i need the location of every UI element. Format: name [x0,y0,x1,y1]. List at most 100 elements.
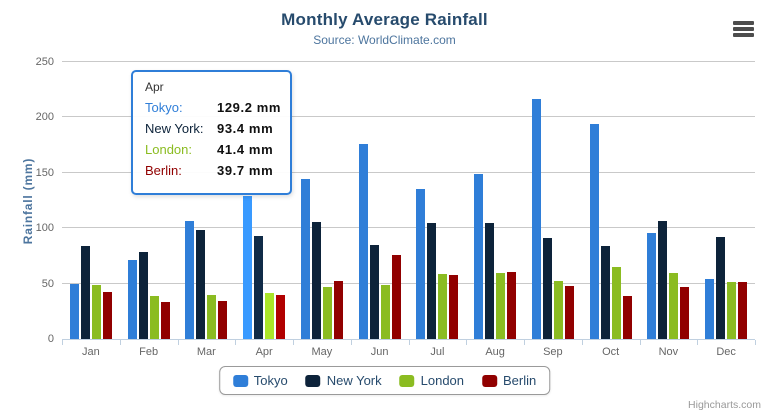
bar-london[interactable] [727,282,737,339]
bar-new-york[interactable] [311,221,321,339]
legend-swatch-icon [482,374,498,387]
legend-label: New York [326,373,382,388]
bar-group-jul[interactable] [409,62,467,339]
bar-group-mar[interactable] [178,62,236,339]
x-tick-label: Nov [658,346,679,358]
bar-berlin[interactable] [391,255,401,339]
bar-group-jun[interactable] [351,62,409,339]
bar-tokyo[interactable] [300,179,310,339]
y-tick-label: 100 [35,222,54,235]
bar-group-feb[interactable] [120,62,178,339]
bar-london[interactable] [438,273,448,339]
bar-tokyo[interactable] [127,259,137,339]
bar-berlin[interactable] [102,292,112,339]
bar-london[interactable] [380,285,390,339]
bar-berlin[interactable] [160,302,170,339]
plot-area: 0 50 100 150 200 250 [36,56,756,345]
bar-tokyo[interactable] [416,188,426,339]
bar-tokyo[interactable] [647,233,657,339]
x-tick-label: Apr [255,346,273,358]
bar-tokyo[interactable] [69,283,79,339]
bar-new-york[interactable] [138,251,148,339]
legend-item-new-york[interactable]: New York [305,373,382,388]
bar-tokyo[interactable] [358,144,368,339]
bar-berlin[interactable] [276,295,286,339]
bar-berlin[interactable] [507,272,517,339]
bar-new-york[interactable] [716,236,726,339]
bar-berlin[interactable] [738,282,748,339]
bar-london[interactable] [207,295,217,339]
bar-new-york[interactable] [542,237,552,339]
bar-tokyo[interactable] [531,99,541,339]
x-tick-label: Dec [716,346,736,358]
bar-group-nov[interactable] [640,62,698,339]
x-tick-label: Jun [370,346,389,358]
x-tick-label: Aug [485,346,505,358]
legend-item-tokyo[interactable]: Tokyo [232,373,288,388]
x-tick-label: Feb [139,346,159,358]
bar-berlin[interactable] [218,300,228,339]
gridline [62,61,755,62]
gridline [62,116,755,118]
x-axis-tick [293,340,294,345]
bar-london[interactable] [149,296,159,339]
x-axis-labels: Jan Feb Mar Apr May Jun Jul Aug Sep Oct Nov Dec [62,346,755,358]
bar-berlin[interactable] [333,280,343,339]
x-axis-tick [581,340,583,345]
bar-berlin[interactable] [680,287,690,339]
bar-berlin[interactable] [622,295,632,339]
legend-item-berlin[interactable]: Berlin [482,373,536,388]
bar-london[interactable] [265,293,275,339]
legend-label: Berlin [503,373,537,388]
bar-london[interactable] [496,272,506,339]
x-axis-tick [235,340,237,345]
bar-new-york[interactable] [600,246,610,339]
bar-group-jan[interactable] [62,62,120,339]
bar-new-york[interactable] [254,235,264,339]
credits-link[interactable]: Highcharts.com [688,399,761,411]
bar-group-may[interactable] [293,62,351,339]
bar-group-apr[interactable] [235,62,293,339]
bar-new-york[interactable] [658,220,668,339]
x-tick-label: Jul [430,346,445,358]
legend-swatch-icon [232,374,248,387]
y-tick-label: 250 [35,56,54,68]
bar-london[interactable] [611,266,621,339]
bar-london[interactable] [553,280,563,339]
x-axis-tick [697,340,699,345]
gridline [62,227,755,229]
x-axis-tick [350,340,352,345]
bar-groups [62,62,755,339]
bar-london[interactable] [669,273,679,339]
legend-label: Tokyo [253,373,288,388]
bar-tokyo[interactable] [474,174,484,339]
bar-tokyo[interactable] [589,123,599,339]
bar-group-sep[interactable] [524,62,582,339]
chart-subtitle: Source: WorldClimate.com [313,33,456,47]
bar-group-dec[interactable] [697,62,755,339]
export-menu-button[interactable] [733,21,754,37]
bar-london[interactable] [322,286,332,339]
y-tick-label: 150 [35,166,54,179]
hamburger-icon [733,27,754,31]
bar-tokyo[interactable] [243,195,253,339]
x-tick-label: May [311,346,333,358]
bar-london[interactable] [91,284,101,339]
legend-item-london[interactable]: London [399,373,464,388]
x-axis-tick [466,340,468,345]
legend: Tokyo New York London Berlin [218,366,551,395]
bar-berlin[interactable] [564,286,574,339]
bar-tokyo[interactable] [705,278,715,339]
bar-new-york[interactable] [485,223,495,339]
bar-new-york[interactable] [369,245,379,339]
x-axis-tick [62,340,63,345]
bar-new-york[interactable] [427,222,437,339]
bar-group-aug[interactable] [466,62,524,339]
bar-group-oct[interactable] [582,62,640,339]
bar-tokyo[interactable] [185,221,195,339]
bar-berlin[interactable] [449,275,459,339]
bar-new-york[interactable] [196,229,206,339]
x-tick-label: Jan [82,346,100,358]
bar-new-york[interactable] [80,246,90,339]
